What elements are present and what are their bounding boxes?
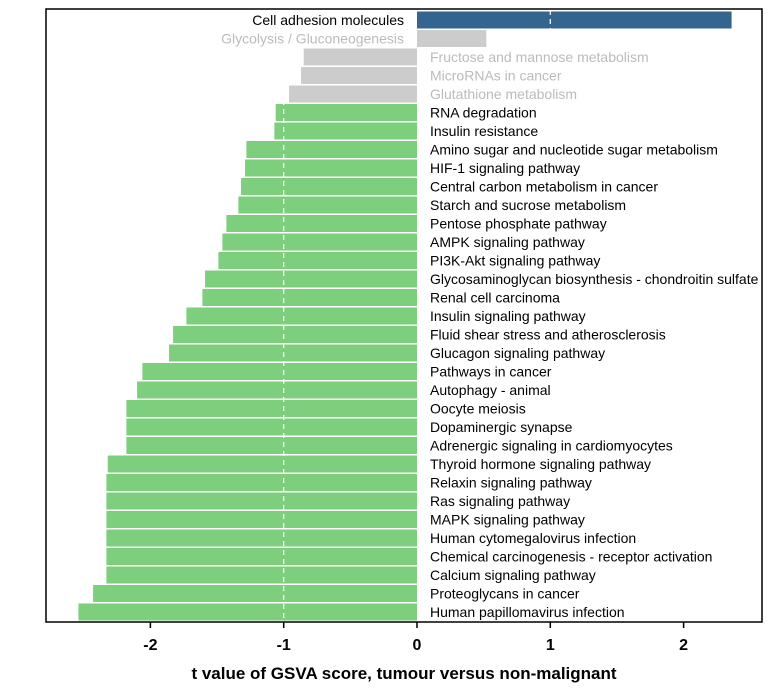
bar-label: Fluid shear stress and atherosclerosis (430, 327, 666, 343)
x-axis-title: t value of GSVA score, tumour versus non… (191, 664, 616, 683)
bar-label: Insulin resistance (430, 123, 538, 139)
bars-layer (78, 11, 732, 621)
bar-label: MicroRNAs in cancer (430, 68, 562, 84)
x-tick-label: 0 (413, 637, 422, 654)
bar (107, 455, 417, 473)
bar-label: Chemical carcinogenesis - receptor activ… (430, 549, 712, 565)
bar (289, 85, 417, 103)
bar (93, 585, 418, 602)
bar-label: PI3K-Akt signaling pathway (430, 253, 600, 269)
bar (186, 307, 417, 325)
bar (246, 141, 417, 158)
bar (202, 289, 417, 306)
bar-label: Adrenergic signaling in cardiomyocytes (430, 438, 673, 454)
x-axis-ticks: -2 -1 0 1 2 (143, 622, 688, 654)
bar (241, 178, 417, 195)
category-labels: Cell adhesion molecules Glycolysis / Gluc… (221, 12, 758, 620)
bar-label: Human papillomavirus infection (430, 604, 625, 620)
bar-label: AMPK signaling pathway (430, 234, 585, 250)
bar-label: Proteoglycans in cancer (430, 586, 580, 602)
bar-label: Calcium signaling pathway (430, 567, 596, 583)
bar-label: RNA degradation (430, 105, 537, 121)
bar-label: Oocyte meiosis (430, 401, 526, 417)
bar (303, 48, 417, 66)
bar-label: Human cytomegalovirus infection (430, 530, 636, 546)
bar-label: Ras signaling pathway (430, 493, 570, 509)
bar (417, 30, 487, 47)
bar (142, 363, 418, 380)
x-tick-label: 2 (679, 637, 688, 654)
bar-label: Pathways in cancer (430, 364, 552, 380)
bar-label: MAPK signaling pathway (430, 512, 585, 528)
bar (205, 270, 417, 288)
bar (417, 11, 732, 29)
x-tick-label: -2 (143, 637, 157, 654)
bar (106, 529, 417, 547)
bar-label: Central carbon metabolism in cancer (430, 179, 658, 195)
bar-label: Cell adhesion molecules (252, 12, 404, 28)
bar (169, 344, 417, 362)
x-tick-label: 1 (546, 637, 555, 654)
bar-label: Starch and sucrose metabolism (430, 197, 626, 213)
bar (106, 566, 417, 584)
bar (218, 252, 417, 269)
bar-label: Dopaminergic synapse (430, 419, 573, 435)
bar (106, 548, 417, 565)
bar-label: Pentose phosphate pathway (430, 216, 607, 232)
bar (126, 437, 417, 454)
bar-label: Amino sugar and nucleotide sugar metabol… (430, 142, 718, 158)
bar (274, 122, 417, 140)
bar (301, 67, 417, 84)
bar-label: HIF-1 signaling pathway (430, 160, 580, 176)
bar-label: Glucagon signaling pathway (430, 345, 605, 361)
bar-label: Autophagy - animal (430, 382, 551, 398)
bar-label: Glutathione metabolism (430, 86, 577, 102)
bar-label: Relaxin signaling pathway (430, 475, 592, 491)
bar (222, 233, 417, 251)
bar-label: Fructose and mannose metabolism (430, 49, 649, 65)
bar (226, 215, 417, 232)
bar (275, 104, 417, 121)
bar-label: Glycosaminoglycan biosynthesis - chondro… (430, 271, 759, 287)
reference-lines (283, 10, 551, 621)
x-tick-label: -1 (277, 637, 291, 654)
bar (78, 603, 417, 621)
bar-label: Glycolysis / Gluconeogenesis (221, 31, 404, 47)
bar-label: Insulin signaling pathway (430, 308, 586, 324)
bar (106, 474, 417, 491)
bar-label: Thyroid hormone signaling pathway (430, 456, 651, 472)
plot-frame (45, 8, 763, 623)
bar (245, 159, 417, 177)
bar (126, 400, 417, 417)
bar-label: Renal cell carcinoma (430, 290, 560, 306)
bar (173, 326, 417, 343)
bar (106, 511, 417, 528)
bar (126, 418, 417, 436)
bar (137, 381, 417, 399)
bar (238, 196, 417, 214)
bar (106, 492, 417, 510)
